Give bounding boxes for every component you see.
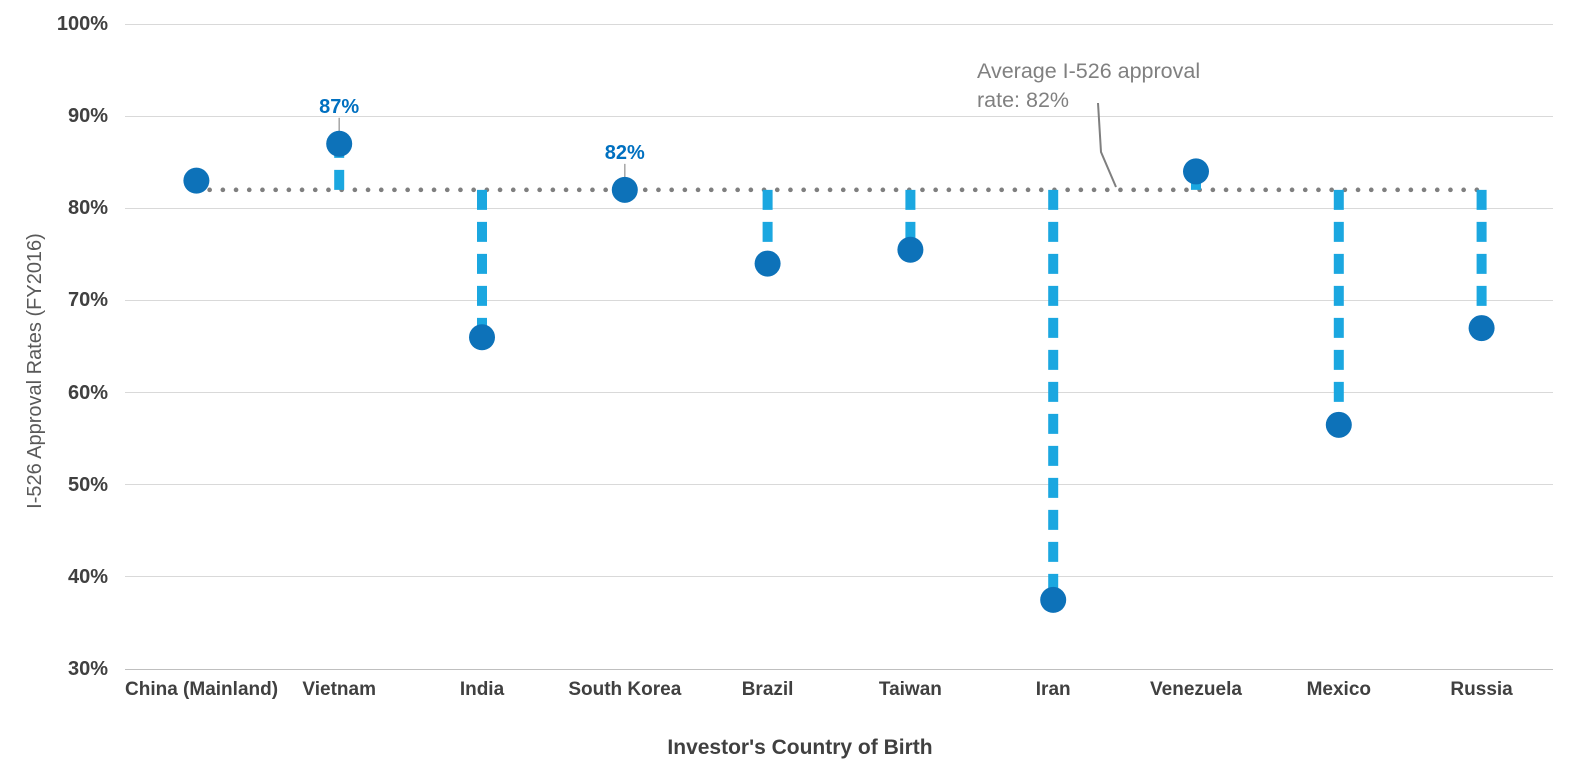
point-taiwan [897,236,924,263]
data-label-vietnam: 87% [319,95,360,118]
gridline-100 [125,23,1553,25]
point-china-mainland [183,167,210,194]
x-category-label-india: India [459,679,505,700]
point-venezuela [1183,158,1209,185]
y-tick-label-50: 50% [67,473,108,496]
x-category-label-mexico: Mexico [1306,679,1371,700]
y-tick-label-90: 90% [67,105,108,128]
y-tick-label-70: 70% [67,289,108,312]
gridline-60 [125,392,1553,394]
point-russia [1468,315,1495,342]
x-category-label-brazil: Brazil [741,679,794,700]
y-tick-label-30: 30% [67,658,108,680]
point-vietnam [326,130,353,157]
y-tick-label-100: 100% [56,13,108,35]
data-label-south-korea: 82% [604,141,645,164]
gridline-40 [125,576,1553,578]
gridline-30 [125,668,1553,670]
point-iran [1040,586,1067,613]
gridline-70 [125,299,1553,301]
point-south-korea [611,176,638,203]
average-annotation: Average I-526 approval rate: 82% [977,59,1201,112]
y-tick-label-80: 80% [67,197,108,220]
gridline-50 [125,484,1553,486]
point-brazil [754,250,781,277]
point-india [469,324,495,351]
point-mexico [1325,411,1352,438]
x-axis-title: Investor's Country of Birth [667,736,933,759]
annotation-leader-line [1097,102,1117,188]
x-category-label-iran: Iran [1035,679,1071,700]
x-category-label-russia: Russia [1450,679,1513,700]
x-category-label-vietnam: Vietnam [302,679,376,700]
x-category-label-taiwan: Taiwan [878,679,942,700]
gridline-90 [125,115,1553,117]
x-category-label-south-korea: South Korea [568,679,682,700]
gridline-80 [125,207,1553,209]
x-category-label-china-mainland: China (Mainland) [125,679,279,700]
y-tick-label-60: 60% [67,381,108,404]
y-tick-label-40: 40% [67,565,108,588]
x-category-label-venezuela: Venezuela [1150,679,1242,700]
